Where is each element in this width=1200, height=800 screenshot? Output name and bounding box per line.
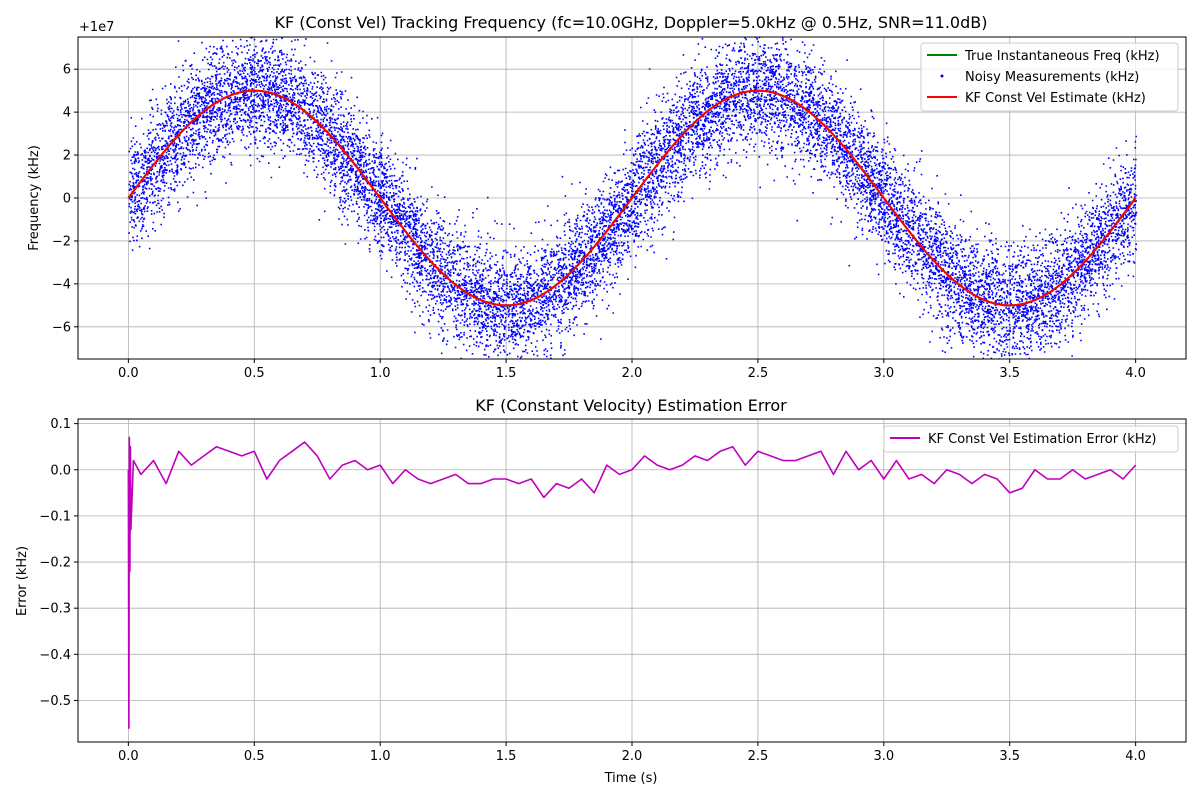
frequency-x-tick-label: 3.0 <box>873 366 894 381</box>
error-x-tick-label: 3.0 <box>873 749 894 764</box>
estimation-error-panel: KF (Constant Velocity) Estimation Error … <box>15 396 1187 786</box>
error-x-tick-label: 1.0 <box>370 749 391 764</box>
frequency-lines <box>127 89 1137 307</box>
frequency-x-tick-label: 0.0 <box>118 366 139 381</box>
error-y-ticks: −0.5 −0.4 −0.3 −0.2 −0.1 0.0 0.1 <box>39 417 78 709</box>
error-x-ticks: 0.0 0.5 1.0 1.5 2.0 2.5 3.0 3.5 4.0 <box>118 742 1146 764</box>
error-y-tick-label: 0.0 <box>50 463 71 478</box>
legend-noisy-measurements-swatch <box>940 74 944 78</box>
y-offset-text: +1e7 <box>79 20 114 35</box>
error-x-tick-label: 4.0 <box>1125 749 1146 764</box>
error-y-tick-label: −0.4 <box>39 648 71 663</box>
error-y-tick-label: 0.1 <box>50 417 71 432</box>
legend-error-label: KF Const Vel Estimation Error (kHz) <box>928 432 1156 447</box>
frequency-x-tick-label: 2.5 <box>748 366 769 381</box>
frequency-tracking-panel: KF (Const Vel) Tracking Frequency (fc=10… <box>27 13 1187 381</box>
error-x-tick-label: 1.5 <box>496 749 517 764</box>
noisy-measurements-points <box>128 37 1138 359</box>
error-y-tick-label: −0.5 <box>39 694 71 709</box>
frequency-y-tick-label: 0 <box>63 192 71 207</box>
frequency-y-tick-label: −2 <box>52 234 71 249</box>
error-legend-box <box>883 425 1179 453</box>
frequency-x-tick-label: 3.5 <box>999 366 1020 381</box>
error-x-tick-label: 0.0 <box>118 749 139 764</box>
error-y-tick-label: −0.1 <box>39 509 71 524</box>
error-y-tick-label: −0.3 <box>39 602 71 617</box>
frequency-legend: True Instantaneous Freq (kHz) Noisy Meas… <box>920 42 1179 112</box>
frequency-y-tick-label: −6 <box>52 320 71 335</box>
error-x-tick-label: 2.5 <box>748 749 769 764</box>
frequency-tracking-title: KF (Const Vel) Tracking Frequency (fc=10… <box>275 13 988 32</box>
error-y-axis-label: Error (kHz) <box>15 546 30 616</box>
frequency-y-tick-label: 2 <box>63 149 71 164</box>
legend-kf-estimate-label: KF Const Vel Estimate (kHz) <box>965 91 1146 106</box>
frequency-y-ticks: −6 −4 −2 0 2 4 6 <box>52 63 78 335</box>
error-lines <box>127 436 1137 729</box>
legend-true-freq-label: True Instantaneous Freq (kHz) <box>964 49 1160 64</box>
frequency-x-tick-label: 4.0 <box>1125 366 1146 381</box>
error-x-tick-label: 3.5 <box>999 749 1020 764</box>
frequency-x-ticks: 0.0 0.5 1.0 1.5 2.0 2.5 3.0 3.5 4.0 <box>118 359 1146 381</box>
kf-const-vel-estimate-line <box>127 89 1137 307</box>
frequency-x-tick-label: 0.5 <box>244 366 265 381</box>
frequency-y-axis-label: Frequency (kHz) <box>27 145 42 251</box>
estimation-error-title: KF (Constant Velocity) Estimation Error <box>475 396 787 415</box>
error-y-tick-label: −0.2 <box>39 556 71 571</box>
frequency-y-tick-label: −4 <box>52 277 71 292</box>
frequency-x-tick-label: 1.5 <box>496 366 517 381</box>
frequency-x-tick-label: 1.0 <box>370 366 391 381</box>
frequency-legend-box <box>920 42 1179 112</box>
time-x-axis-label: Time (s) <box>604 771 658 786</box>
frequency-x-tick-label: 2.0 <box>622 366 643 381</box>
legend-noisy-measurements-label: Noisy Measurements (kHz) <box>965 70 1139 85</box>
frequency-y-tick-label: 6 <box>63 63 71 78</box>
frequency-y-tick-label: 4 <box>63 106 71 121</box>
error-x-tick-label: 2.0 <box>622 749 643 764</box>
noisy-measurements-scatter <box>128 37 1138 359</box>
error-legend: KF Const Vel Estimation Error (kHz) <box>883 425 1179 453</box>
error-x-tick-label: 0.5 <box>244 749 265 764</box>
kf-estimation-error-line <box>127 436 1137 729</box>
